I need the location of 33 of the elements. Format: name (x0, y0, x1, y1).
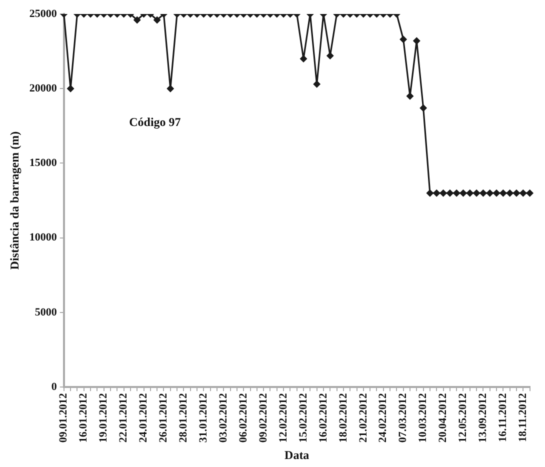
y-tick-label: 5000 (34, 306, 58, 318)
x-tick-label: 09.01.2012 (58, 392, 70, 443)
x-tick-label: 16.01.2012 (78, 392, 90, 443)
x-tick-label: 12.02.2012 (277, 392, 290, 443)
x-tick-label: 22.01.2012 (118, 392, 130, 443)
x-tick-label: 28.01.2012 (178, 392, 190, 443)
x-tick-label: 19.01.2012 (98, 392, 110, 443)
x-tick-label: 10.03.2012 (417, 392, 430, 443)
x-axis-title: Data (284, 448, 310, 462)
y-tick-label: 20000 (29, 82, 58, 94)
x-tick-label: 07.03.2012 (397, 392, 410, 443)
x-tick-label: 09.02.2012 (257, 392, 270, 443)
x-tick-label: 16.11.2012 (497, 392, 510, 442)
x-tick-label: 26.01.2012 (158, 392, 170, 443)
x-tick-label: 31.01.2012 (198, 392, 210, 443)
y-tick-label: 0 (51, 380, 58, 393)
y-axis-title: Distância da barragem (m) (7, 131, 22, 270)
x-tick-label: 12.05.2012 (457, 392, 470, 443)
y-tick-label: 10000 (29, 232, 58, 244)
x-tick-label: 18.02.2012 (337, 392, 350, 443)
x-tick-label: 24.01.2012 (138, 392, 150, 443)
x-tick-label: 18.11.2012 (516, 392, 529, 442)
x-tick-label: 13.09.2012 (477, 392, 490, 443)
x-tick-label: 15.02.2012 (297, 392, 310, 443)
x-tick-label: 06.02.2012 (237, 392, 250, 443)
x-tick-label: 24.02.2012 (377, 392, 390, 443)
y-tick-label: 15000 (29, 157, 58, 170)
x-tick-label: 20.04.2012 (437, 392, 450, 443)
x-tick-label: 16.02.2012 (317, 392, 330, 443)
x-tick-label: 21.02.2012 (357, 392, 370, 443)
annotation: Código 97 (129, 114, 181, 129)
y-tick-label: 25000 (29, 8, 58, 20)
x-tick-label: 03.02.2012 (217, 392, 230, 443)
